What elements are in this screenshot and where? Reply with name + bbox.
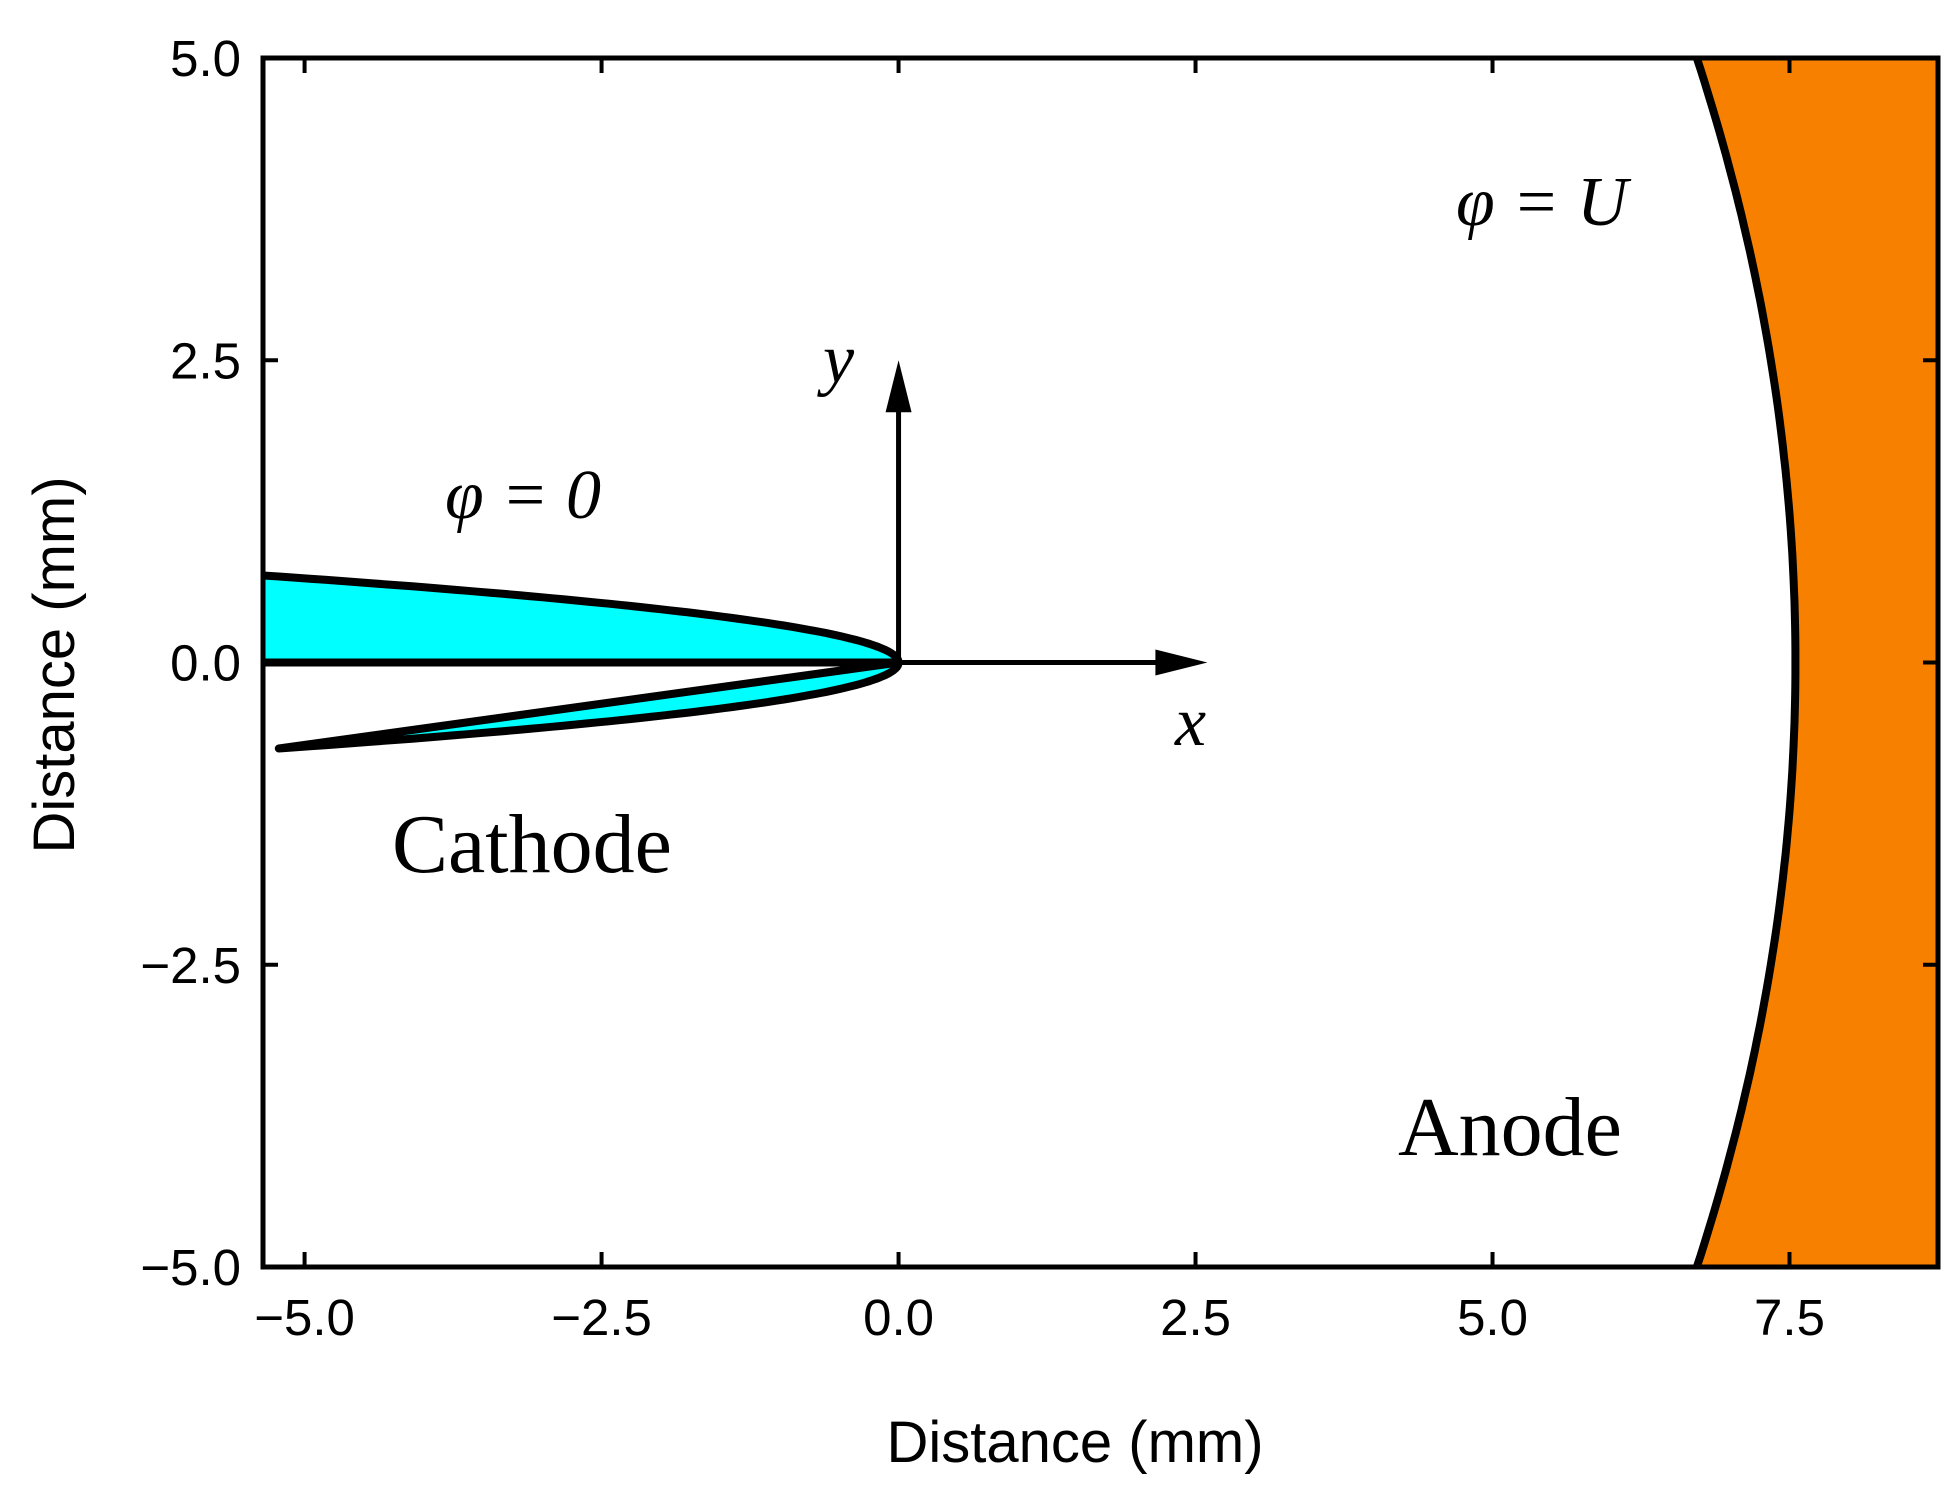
anode-potential-label: φ = U — [1456, 164, 1632, 241]
y-tick-label: 5.0 — [170, 30, 241, 87]
y-ticks: 5.0 2.5 0.0 −2.5 −5.0 — [140, 30, 1938, 1296]
x-ticks: −5.0 −2.5 0.0 2.5 5.0 7.5 — [254, 58, 1825, 1346]
anode-boundary-line — [1693, 58, 1800, 1267]
y-axis-title: Distance (mm) — [22, 476, 87, 853]
cathode-label: Cathode — [392, 798, 672, 891]
y-tick-label: −2.5 — [140, 937, 241, 994]
cathode-shape — [263, 571, 903, 753]
x-tick-label: 0.0 — [863, 1289, 934, 1346]
y-axis-symbol: y — [817, 321, 855, 398]
x-axis-arrowhead — [1155, 649, 1208, 676]
anode-label: Anode — [1398, 1081, 1622, 1174]
y-tick-label: −5.0 — [140, 1239, 241, 1296]
x-tick-label: −2.5 — [551, 1289, 652, 1346]
y-tick-label: 2.5 — [170, 332, 241, 389]
y-axis-arrowhead — [885, 360, 912, 413]
x-tick-label: −5.0 — [254, 1289, 355, 1346]
x-tick-label: 2.5 — [1160, 1289, 1231, 1346]
x-tick-label: 7.5 — [1754, 1289, 1825, 1346]
anode-shape — [1696, 58, 1938, 1267]
x-tick-label: 5.0 — [1457, 1289, 1528, 1346]
cathode-potential-label: φ = 0 — [445, 457, 601, 534]
x-axis-symbol: x — [1174, 684, 1206, 761]
y-tick-label: 0.0 — [170, 635, 241, 692]
x-axis-title: Distance (mm) — [886, 1410, 1263, 1475]
